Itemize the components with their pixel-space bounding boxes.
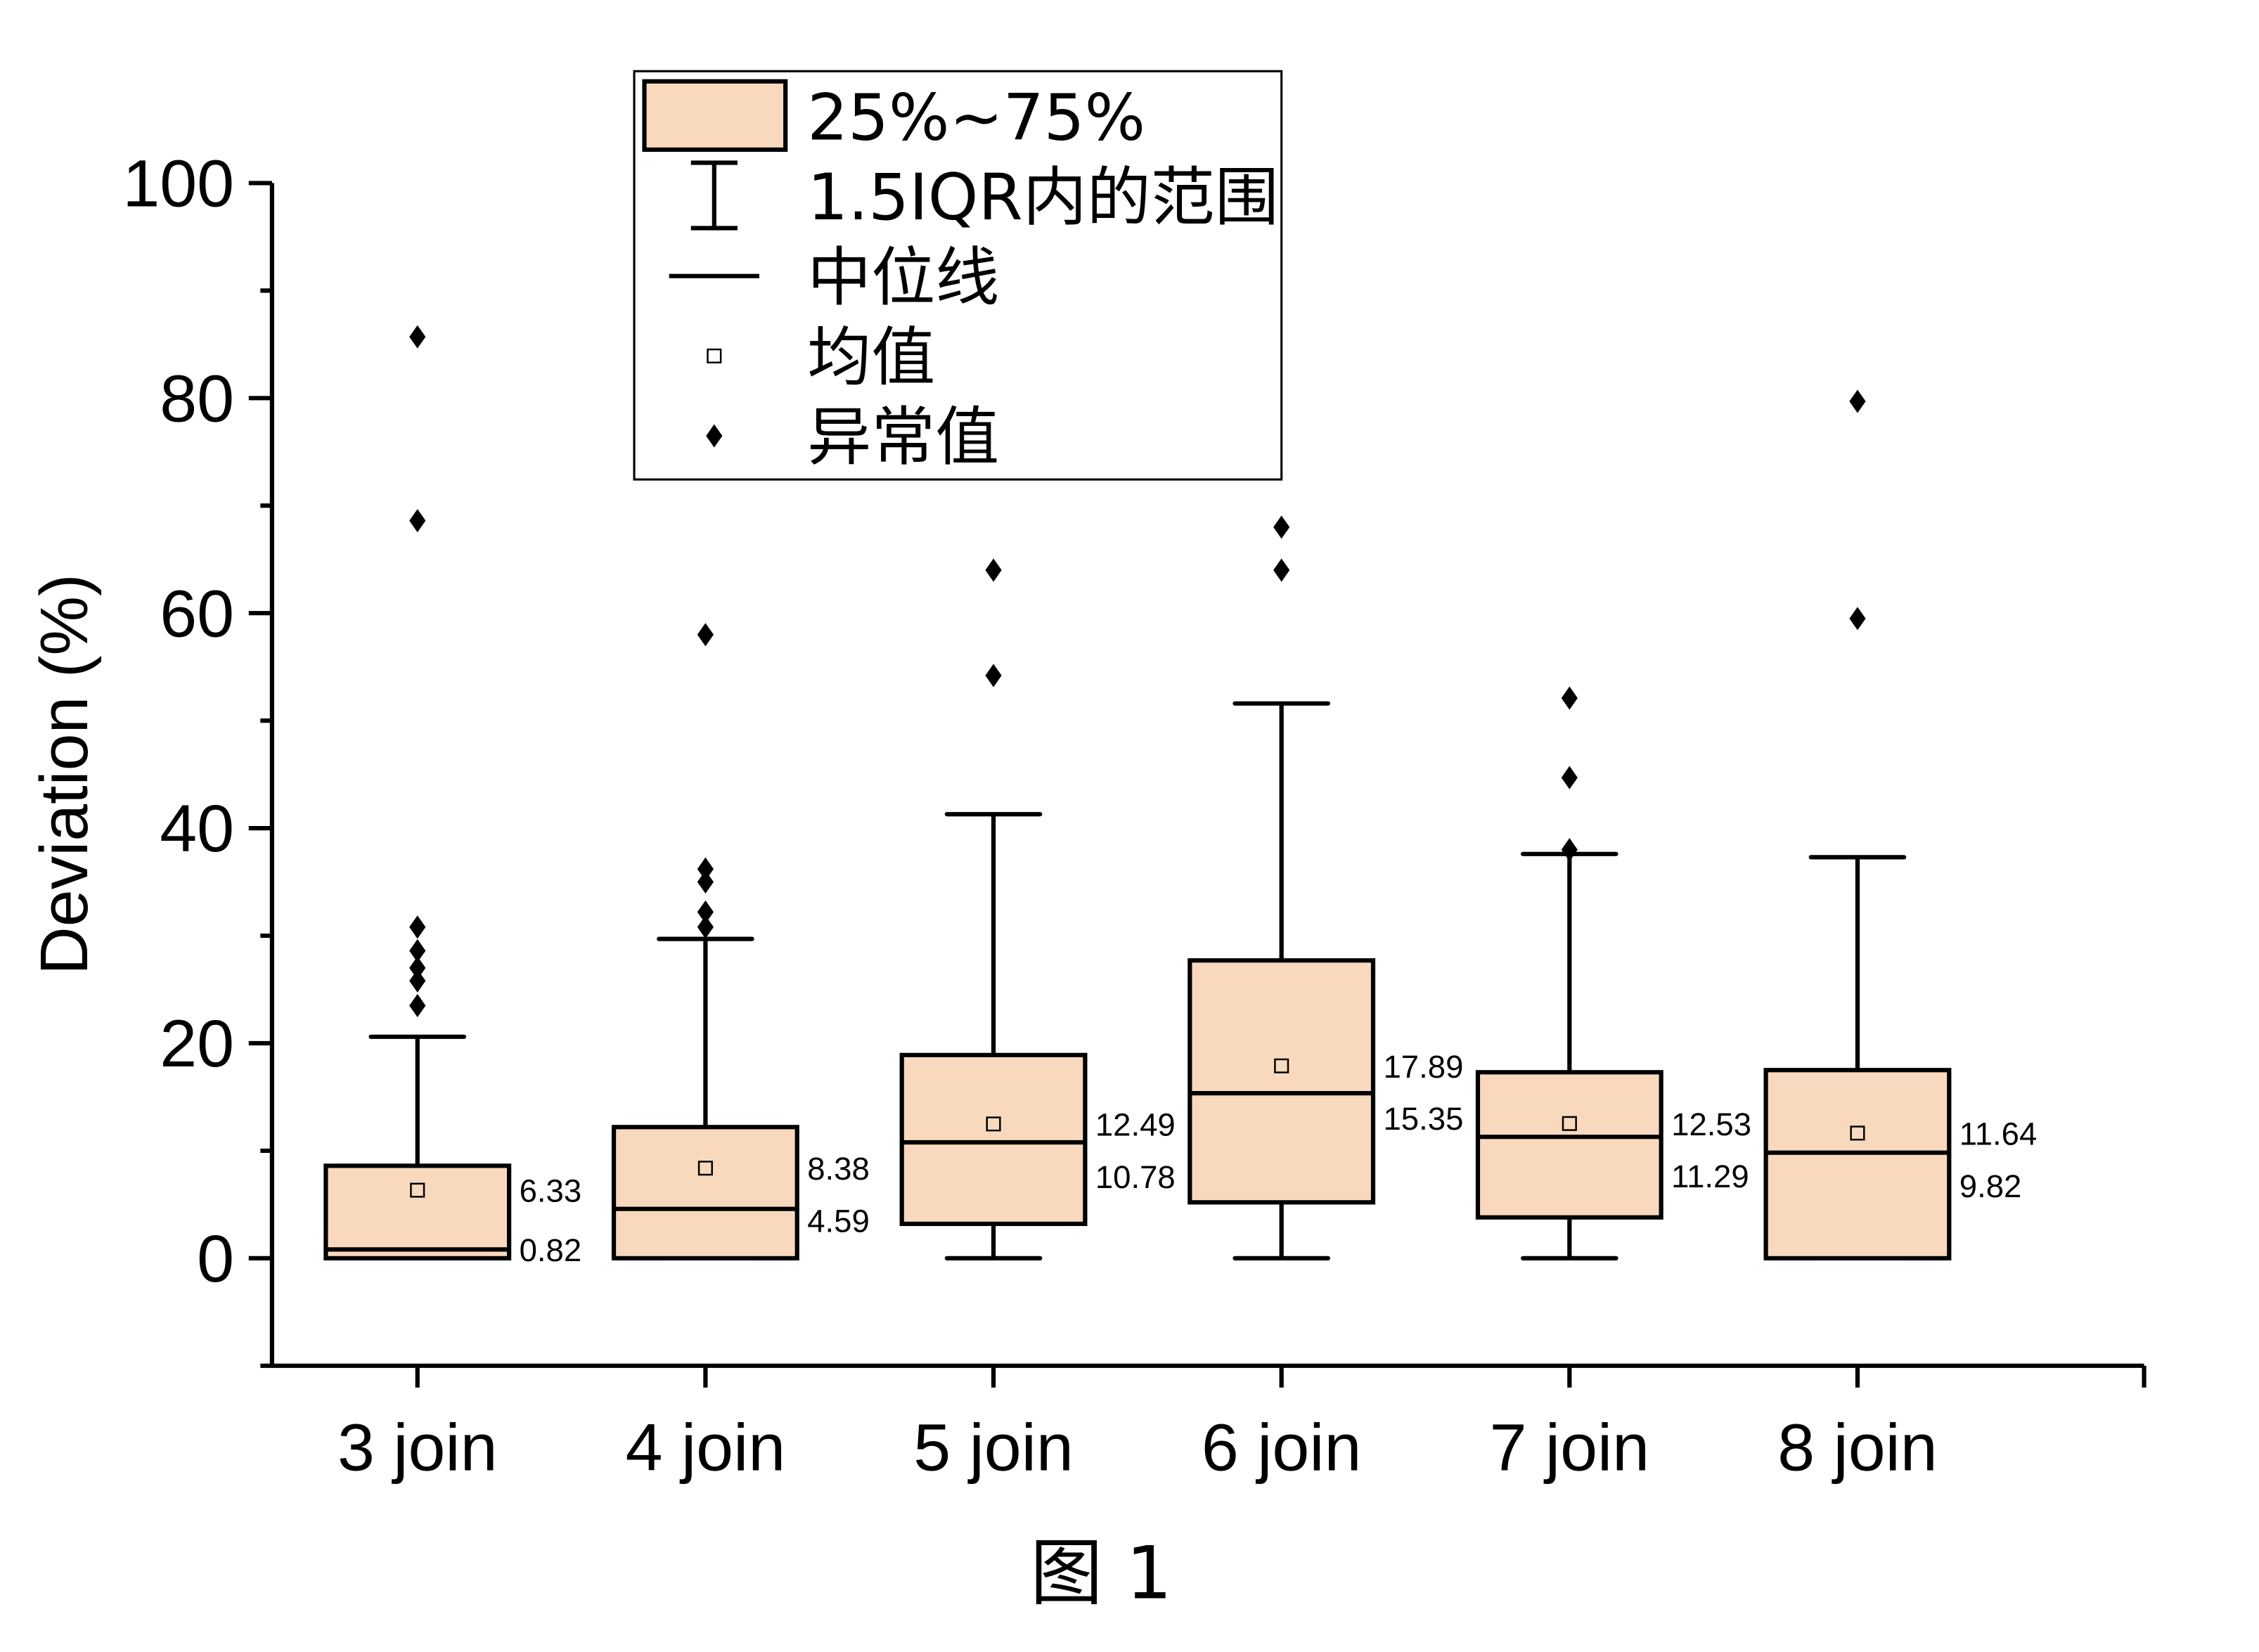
mean-marker — [1850, 1125, 1865, 1141]
outlier-point — [697, 900, 714, 924]
outlier-point — [697, 623, 714, 647]
outlier-point — [409, 969, 426, 993]
mean-value-label: 8.38 — [807, 1151, 870, 1187]
mean-marker — [1562, 1116, 1577, 1131]
outlier-point — [409, 915, 426, 939]
legend-label: 异常值 — [807, 401, 999, 475]
y-tick-label: 20 — [160, 1007, 234, 1081]
iqr-box — [611, 1125, 799, 1260]
box-4-join: 8.38 4.59 — [611, 623, 870, 1260]
legend-box-swatch — [642, 79, 788, 152]
mean-marker — [410, 1182, 425, 1198]
legend-label: 中位线 — [807, 241, 999, 315]
iqr-box — [1188, 958, 1376, 1205]
mean-value-label: 17.89 — [1384, 1049, 1464, 1085]
y-tick-label: 60 — [160, 576, 234, 651]
outlier-point — [1849, 607, 1866, 631]
median-value-label: 4.59 — [807, 1203, 870, 1239]
x-tick-label: 3 join — [337, 1411, 497, 1485]
mean-value-label: 12.53 — [1671, 1106, 1751, 1142]
legend-label: 均值 — [807, 321, 935, 394]
box-3-join: 6.33 0.82 — [323, 325, 582, 1268]
boxes: 6.33 0.82 8.38 4.59 12.49 10.78 17.89 15.35 12.5… — [323, 325, 2038, 1268]
x-tick-label: 8 join — [1777, 1411, 1937, 1485]
x-tick-label: 7 join — [1490, 1411, 1649, 1485]
mean-value-label: 6.33 — [520, 1173, 582, 1209]
outlier-point — [985, 664, 1002, 688]
axes: 0 20 40 60 80 100 3 join 4 join 5 join 6 join 7 jo… — [122, 147, 2147, 1485]
outlier-point — [1561, 838, 1578, 862]
x-tick-label: 6 join — [1202, 1411, 1361, 1485]
figure-caption: 图 1 — [1030, 1532, 1172, 1616]
legend-outlier-swatch — [706, 424, 723, 448]
box-8-join: 11.64 9.82 — [1763, 389, 2038, 1260]
box-5-join: 12.49 10.78 — [899, 558, 1176, 1260]
outlier-point — [697, 857, 714, 881]
outlier-point — [1561, 686, 1578, 710]
iqr-box — [323, 1163, 512, 1260]
mean-marker — [986, 1116, 1001, 1132]
iqr-box — [1763, 1068, 1952, 1260]
outlier-point — [697, 915, 714, 939]
mean-marker — [697, 1161, 713, 1176]
outlier-point — [1273, 515, 1290, 539]
outlier-point — [1273, 558, 1290, 582]
y-tick-label: 100 — [122, 147, 234, 221]
median-value-label: 9.82 — [1959, 1168, 2022, 1204]
outlier-point — [409, 993, 426, 1017]
iqr-box — [899, 1052, 1088, 1227]
box-6-join: 17.89 15.35 — [1188, 515, 1464, 1260]
mean-value-label: 12.49 — [1095, 1106, 1176, 1142]
outlier-point — [697, 870, 714, 894]
median-value-label: 10.78 — [1095, 1159, 1176, 1195]
outlier-point — [409, 325, 426, 349]
y-tick-label: 40 — [160, 792, 234, 866]
iqr-box — [1475, 1070, 1663, 1220]
legend-mean-swatch — [707, 348, 722, 363]
outlier-point — [1849, 389, 1866, 413]
median-value-label: 0.82 — [520, 1232, 582, 1268]
legend-label: 1.5IQR内的范围 — [807, 161, 1279, 235]
median-value-label: 11.29 — [1671, 1159, 1749, 1194]
mean-value-label: 11.64 — [1959, 1116, 2038, 1151]
outlier-point — [985, 558, 1002, 582]
box-7-join: 12.53 11.29 — [1475, 686, 1751, 1260]
y-tick-label: 80 — [160, 361, 234, 436]
y-tick-label: 0 — [197, 1222, 234, 1296]
y-axis-label: Deviation (%) — [27, 574, 102, 975]
outlier-point — [1561, 766, 1578, 789]
x-tick-label: 5 join — [913, 1411, 1073, 1485]
x-tick-label: 4 join — [626, 1411, 785, 1485]
outlier-point — [409, 509, 426, 533]
legend-label: 25%~75% — [807, 81, 1145, 155]
median-value-label: 15.35 — [1384, 1101, 1464, 1137]
outlier-point — [409, 938, 426, 962]
mean-marker — [1274, 1058, 1289, 1073]
